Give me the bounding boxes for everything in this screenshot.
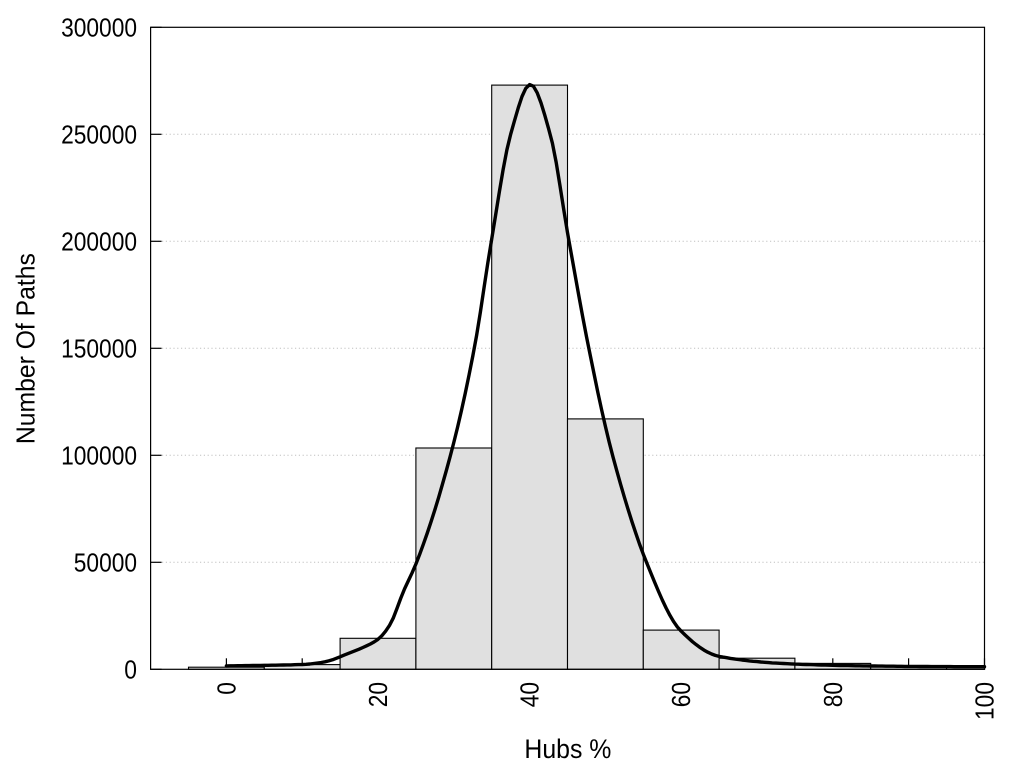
svg-text:250000: 250000 [61,119,137,149]
svg-text:0: 0 [211,682,241,695]
svg-text:60: 60 [666,682,696,707]
svg-text:100000: 100000 [61,440,137,470]
svg-text:Number Of Paths: Number Of Paths [11,253,41,444]
svg-text:20: 20 [363,682,393,707]
svg-text:0: 0 [124,654,137,684]
svg-text:200000: 200000 [61,226,137,256]
svg-text:40: 40 [515,682,545,707]
svg-text:50000: 50000 [74,547,137,577]
svg-text:100: 100 [970,682,1000,720]
svg-text:150000: 150000 [61,333,137,363]
svg-text:Hubs %: Hubs % [524,734,611,764]
svg-text:300000: 300000 [61,12,137,42]
svg-text:80: 80 [818,682,848,707]
